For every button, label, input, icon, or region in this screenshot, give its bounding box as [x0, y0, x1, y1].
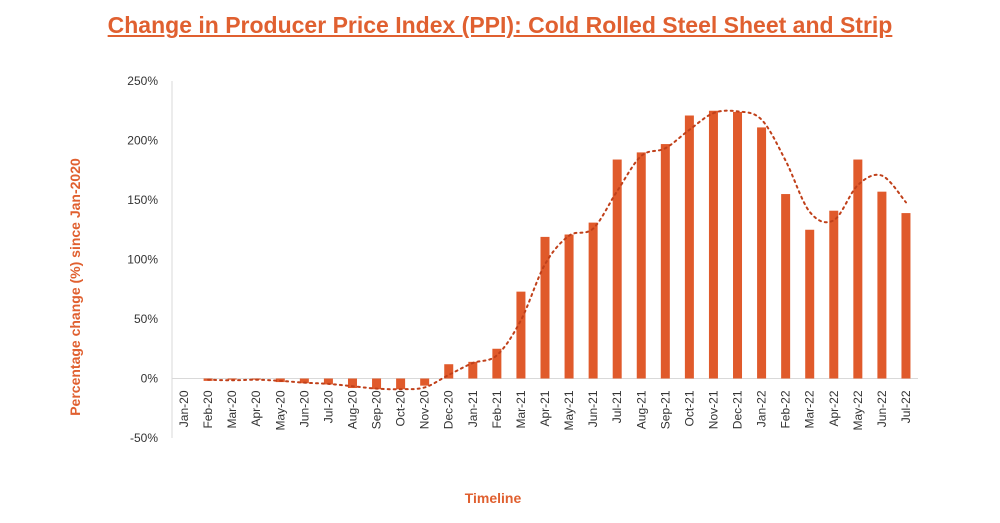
x-tick-label: Mar-21 [514, 390, 528, 428]
x-tick-label: Jan-22 [755, 390, 769, 427]
x-tick-label: Jun-20 [297, 390, 311, 427]
bar [468, 361, 478, 379]
bar [299, 378, 309, 384]
x-tick-label: Feb-22 [779, 390, 793, 428]
x-tick-label: Nov-21 [706, 390, 720, 429]
x-tick-label: May-22 [851, 390, 865, 430]
bar [396, 378, 406, 390]
x-tick-label: Dec-21 [731, 390, 745, 429]
bars [203, 110, 911, 390]
bar [636, 152, 646, 379]
bar [420, 378, 430, 386]
y-tick-label: 100% [127, 253, 158, 267]
y-tick-label: 250% [127, 74, 158, 88]
bar [805, 229, 815, 379]
bar [829, 210, 839, 379]
x-tick-label: May-21 [562, 390, 576, 430]
x-tick-label: Jun-21 [586, 390, 600, 427]
x-tick-label: Apr-20 [249, 390, 263, 426]
bar [901, 213, 911, 379]
y-tick-label: -50% [130, 431, 158, 445]
x-tick-label: Sep-21 [658, 390, 672, 429]
bar [227, 378, 237, 380]
chart-title: Change in Producer Price Index (PPI): Co… [107, 12, 893, 38]
bar [708, 110, 718, 379]
bar [372, 378, 382, 390]
x-tick-label: Jan-20 [177, 390, 191, 427]
x-tick-label: Dec-20 [442, 390, 456, 429]
y-axis-label: Percentage change (%) since Jan-2020 [67, 158, 83, 416]
x-tick-label: Aug-20 [345, 390, 359, 429]
x-tick-label: Jul-22 [899, 390, 913, 423]
y-tick-label: 150% [127, 193, 158, 207]
bar [781, 194, 791, 379]
y-tick-label: 0% [141, 372, 159, 386]
x-tick-label: Oct-21 [682, 390, 696, 426]
x-tick-label: Oct-20 [394, 390, 408, 426]
x-tick-label: Jun-22 [875, 390, 889, 427]
x-tick-label: Jul-20 [321, 390, 335, 423]
x-tick-label: Nov-20 [418, 390, 432, 429]
bar [540, 236, 550, 379]
bar [323, 378, 333, 385]
bar [444, 364, 454, 379]
x-tick-label: Sep-20 [370, 390, 384, 429]
bar [347, 378, 357, 389]
x-tick-label: Aug-21 [634, 390, 648, 429]
y-tick-label: 50% [134, 312, 158, 326]
bar [588, 222, 598, 379]
bar [684, 115, 694, 379]
bar [492, 348, 502, 379]
x-axis-label: Timeline [465, 490, 522, 506]
x-tick-label: Feb-21 [490, 390, 504, 428]
x-tick-label: Mar-20 [225, 390, 239, 428]
x-tick-label: Jul-21 [610, 390, 624, 423]
bar [516, 291, 526, 379]
bar [757, 127, 767, 379]
y-axis: -50% 0% 50% 100% 150% 200% 250% [127, 74, 158, 445]
x-tick-label: Mar-22 [803, 390, 817, 428]
bar [660, 144, 670, 379]
bar [564, 234, 574, 379]
bar [612, 159, 622, 379]
bar [733, 111, 743, 379]
bar [853, 159, 863, 379]
x-tick-label: Jan-21 [466, 390, 480, 427]
x-tick-label: Feb-20 [201, 390, 215, 428]
x-axis: Jan-20 Feb-20 Mar-20 Apr-20 May-20 Jun-20 Jul-… [177, 390, 913, 430]
y-tick-label: 200% [127, 134, 158, 148]
x-tick-label: Apr-22 [827, 390, 841, 426]
bar [877, 191, 887, 379]
x-tick-label: May-20 [273, 390, 287, 430]
x-tick-label: Apr-21 [538, 390, 552, 426]
trend-line [207, 109, 907, 391]
